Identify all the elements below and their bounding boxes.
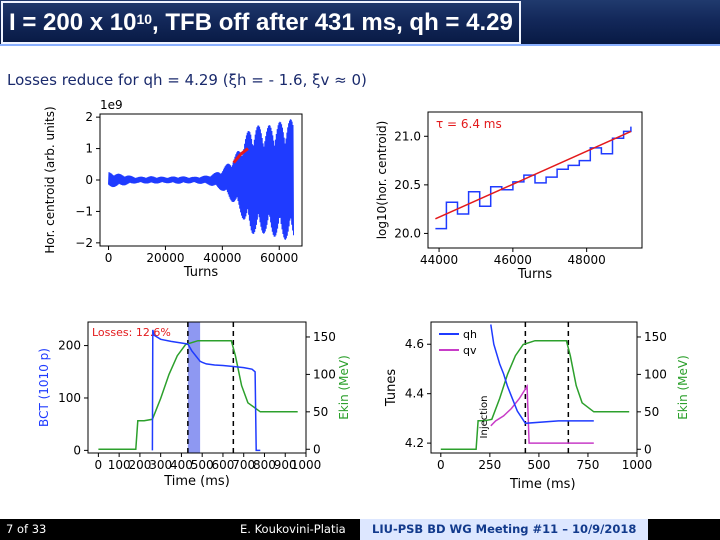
x-tick-label: 0 (95, 458, 103, 472)
exponential-fit-line (435, 130, 632, 220)
y2-axis-label: Ekin (MeV) (337, 355, 351, 420)
chart-bct-ekin: Losses: 12.6%0 10020030040050060070080090… (37, 321, 351, 489)
y-axis-label: Tunes (384, 369, 399, 407)
y-tick-label: 21.0 (394, 129, 421, 143)
x-axis-label: Time (ms) (163, 474, 230, 489)
x-tick-label: 48000 (568, 253, 606, 267)
y2-axis-label: Ekin (MeV) (676, 355, 690, 420)
x-tick-label: 250 (478, 458, 501, 472)
slide-subtitle: Losses reduce for qh = 4.29 (ξh = - 1.6,… (7, 71, 367, 89)
x-tick-label: 100 (108, 458, 131, 472)
y-tick-label: −1 (75, 204, 93, 218)
x-tick-label: 44000 (420, 253, 458, 267)
y-tick-label: 1 (85, 142, 93, 156)
x-tick-label: 0 (105, 251, 113, 265)
loss-window-shading (187, 322, 201, 453)
y-tick-label: 4.4 (405, 387, 424, 401)
x-tick-label: 300 (149, 458, 172, 472)
x-tick-label: 40000 (203, 251, 241, 265)
footer-page-number: 7 of 33 (6, 522, 47, 536)
y-tick-label: 20.5 (394, 178, 421, 192)
x-axis-label: Turns (517, 267, 553, 282)
losses-annotation: Losses: 12.6% (92, 326, 171, 339)
x-tick-label: 750 (576, 458, 599, 472)
y-tick-label: 0 (85, 173, 93, 187)
chart-centroid-vs-turns: 0 20000 40000 60000 −2 −1 0 1 2 1e9 Turns Hor. cent… (43, 98, 303, 280)
y2-tick-label: 100 (644, 367, 667, 381)
y-axis-label: BCT (1010 p) (37, 348, 51, 427)
bct-intensity-series (151, 329, 261, 452)
plot-frame (87, 321, 307, 454)
x-tick-label: 600 (211, 458, 234, 472)
x-tick-label: 0 (437, 458, 445, 472)
fit-window-highlight (232, 147, 249, 164)
y2-tick-label: 150 (313, 330, 336, 344)
plot-frame (427, 111, 643, 249)
x-tick-label: 800 (253, 458, 276, 472)
y2-tick-label: 50 (644, 405, 659, 419)
footer-author: E. Koukovini-Platia (240, 522, 346, 536)
title-prefix: I = 200 x 10 (9, 9, 137, 36)
y2-tick-label: 100 (313, 367, 336, 381)
title-suffix: , TFB off after 431 ms, qh = 4.29 (152, 9, 513, 36)
x-tick-label: 46000 (494, 253, 532, 267)
x-tick-label: 500 (527, 458, 550, 472)
y2-tick-label: 0 (644, 442, 652, 456)
footer: 7 of 33 E. Koukovini-Platia LIU-PSB BD W… (0, 519, 720, 540)
vertical-tune-series (490, 383, 594, 444)
centroid-oscillation-series (108, 119, 294, 240)
horizontal-tune-series (490, 324, 594, 425)
kinetic-energy-series (440, 339, 630, 451)
legend-label-qv: qv (463, 344, 477, 357)
extra-time-label: Time (ms) (510, 477, 576, 492)
chart-log-centroid-fit: τ = 6.4 ms 44000 46000 48000 20.0 20.5 21.0 Tur… (375, 111, 643, 282)
x-axis-label: Turns (183, 265, 219, 280)
y-offset-label: 1e9 (100, 98, 123, 112)
y-tick-label: −2 (75, 236, 93, 250)
plot-frame (430, 321, 638, 454)
x-tick-label: 60000 (260, 251, 298, 265)
y-tick-label: 4.2 (405, 436, 424, 450)
y-tick-label: 0 (73, 443, 81, 457)
title-bar: I = 200 x 1010, TFB off after 431 ms, qh… (0, 0, 720, 46)
x-tick-label: 200 (128, 458, 151, 472)
title-exponent: 10 (136, 11, 153, 27)
legend-label-qh: qh (463, 328, 477, 341)
x-tick-label: 1000 (291, 458, 322, 472)
y2-tick-label: 0 (313, 442, 321, 456)
y-tick-label: 4.6 (405, 337, 424, 351)
y-tick-label: 20.0 (394, 226, 421, 240)
log-centroid-series (435, 126, 632, 230)
x-tick-label: 900 (274, 458, 297, 472)
y2-tick-label: 150 (644, 330, 667, 344)
injection-annotation: Injection (479, 396, 490, 439)
y-tick-label: 200 (58, 339, 81, 353)
footer-meeting: LIU-PSB BD WG Meeting #11 – 10/9/2018 (360, 519, 649, 540)
y-axis-label: Hor. centroid (arb. units) (43, 106, 57, 253)
x-tick-label: 1000 (622, 458, 653, 472)
x-tick-label: 500 (191, 458, 214, 472)
y-axis-label: log10(hor. centroid) (375, 121, 389, 240)
y2-tick-label: 50 (313, 405, 328, 419)
x-tick-label: 20000 (146, 251, 184, 265)
y-tick-label: 100 (58, 391, 81, 405)
chart-tunes-ekin: Injection qh qv 0 250 500 750 1000 4.2 4.4 4.6 0 50 1… (384, 321, 690, 472)
x-tick-label: 400 (170, 458, 193, 472)
y-tick-label: 2 (85, 110, 93, 124)
x-tick-label: 700 (232, 458, 255, 472)
growth-time-annotation: τ = 6.4 ms (436, 117, 502, 131)
slide-title: I = 200 x 1010, TFB off after 431 ms, qh… (1, 1, 521, 44)
kinetic-energy-series (98, 339, 298, 451)
